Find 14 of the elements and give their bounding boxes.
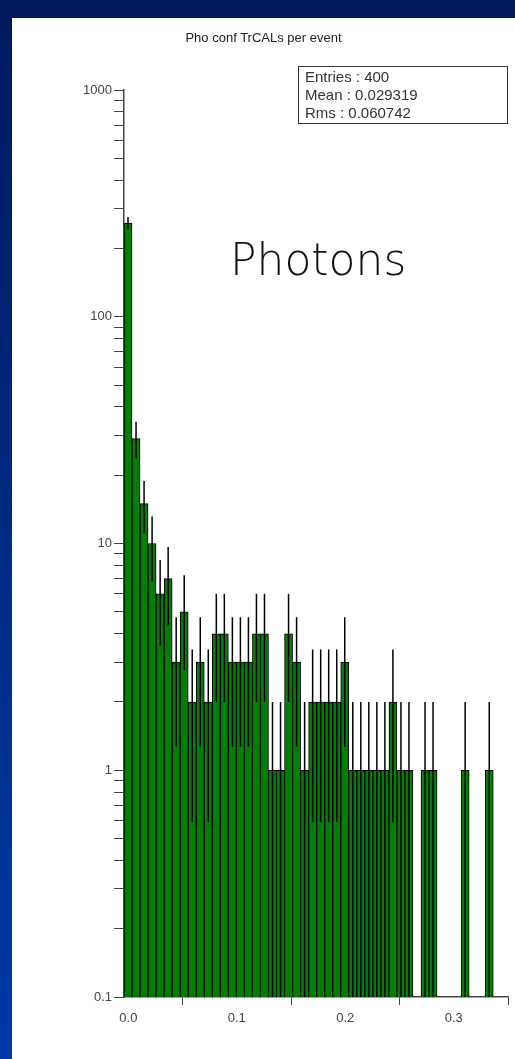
y-tick-label: 1000 bbox=[83, 81, 112, 97]
x-tick-label: 0.3 bbox=[444, 1010, 463, 1026]
x-tick-label: 0.1 bbox=[227, 1010, 246, 1026]
annotation: Photons bbox=[230, 234, 407, 285]
y-tick-label: 0.1 bbox=[93, 988, 112, 1004]
stats-box: Entries : 400 Mean : 0.029319 Rms : 0.060742 bbox=[298, 66, 508, 124]
y-tick-label: 1 bbox=[104, 761, 112, 777]
x-tick-label: 0.0 bbox=[119, 1010, 138, 1026]
y-tick-label: 10 bbox=[97, 535, 112, 551]
x-tick-label: 0.2 bbox=[336, 1010, 355, 1026]
annotation: Mean : 0.029319 bbox=[305, 86, 419, 104]
annotation: Rms : 0.060742 bbox=[305, 104, 412, 122]
y-tick-label: 100 bbox=[90, 308, 112, 324]
chart-title: Pho conf TrCALs per event bbox=[184, 30, 343, 45]
